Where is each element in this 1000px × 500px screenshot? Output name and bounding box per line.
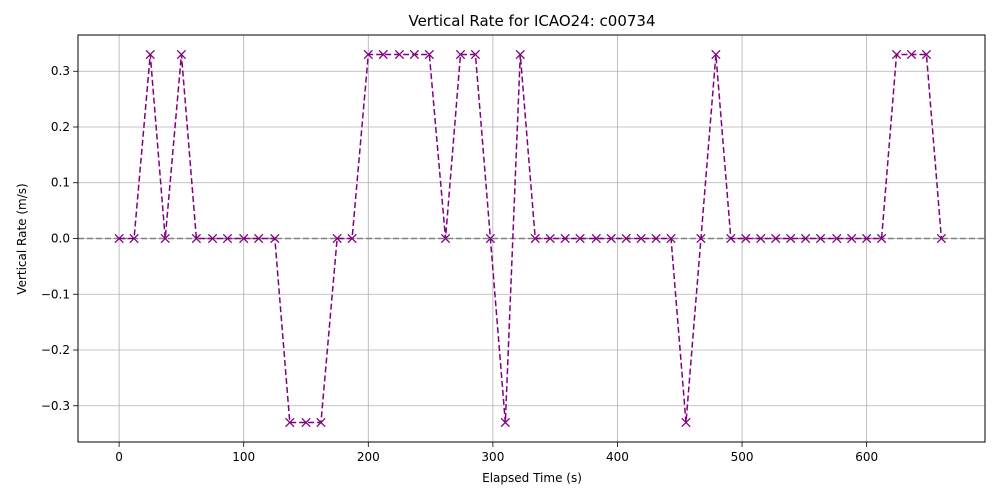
data-point-marker	[891, 49, 902, 60]
data-point-marker	[666, 233, 676, 244]
data-point-marker	[191, 233, 202, 244]
data-point-marker	[711, 49, 721, 60]
data-point-marker	[936, 233, 947, 244]
data-point-marker	[861, 233, 872, 244]
x-axis-label: Elapsed Time (s)	[482, 471, 582, 485]
data-point-marker	[129, 233, 139, 244]
data-point-marker	[253, 233, 264, 244]
y-tick-label: 0.0	[51, 232, 70, 246]
x-tick-label: 100	[232, 450, 255, 464]
data-point-marker	[285, 417, 295, 428]
y-tick-label: 0.2	[51, 120, 70, 134]
data-point-marker	[771, 233, 781, 244]
data-point-marker	[800, 233, 811, 244]
y-tick-label: −0.1	[41, 287, 70, 301]
data-point-marker	[332, 233, 342, 244]
data-point-marker	[651, 233, 661, 244]
data-point-marker	[621, 233, 631, 244]
y-tick-label: 0.1	[51, 176, 70, 190]
data-point-marker	[681, 417, 691, 428]
y-axis-label: Vertical Rate (m/s)	[15, 183, 29, 294]
data-point-marker	[515, 49, 525, 60]
data-point-marker	[409, 49, 420, 60]
data-point-marker	[876, 233, 887, 244]
data-point-marker	[316, 417, 326, 428]
data-point-marker	[440, 233, 451, 244]
data-point-marker	[378, 49, 388, 60]
x-axis-ticks: 0 100 200 300 400 500 600	[115, 442, 878, 464]
data-point-marker	[207, 233, 218, 244]
data-point-marker	[114, 233, 124, 244]
x-tick-label: 600	[855, 450, 878, 464]
x-tick-label: 300	[481, 450, 504, 464]
data-point-marker	[145, 49, 155, 60]
data-point-marker	[394, 49, 405, 60]
data-point-marker	[176, 49, 187, 60]
data-point-marker	[239, 233, 249, 244]
data-point-marker	[815, 233, 826, 244]
data-point-marker	[363, 49, 373, 60]
data-point-marker	[470, 49, 481, 60]
data-point-marker	[832, 233, 842, 244]
data-point-marker	[530, 233, 540, 244]
data-point-marker	[160, 233, 170, 244]
data-point-marker	[785, 233, 796, 244]
y-tick-label: −0.2	[41, 343, 70, 357]
data-point-marker	[921, 49, 932, 60]
data-point-marker	[424, 49, 434, 60]
data-point-marker	[545, 233, 555, 244]
chart-title: Vertical Rate for ICAO24: c00734	[408, 12, 655, 30]
data-points	[114, 49, 947, 428]
data-point-marker	[301, 417, 311, 428]
data-point-marker	[756, 233, 766, 244]
data-point-marker	[222, 233, 233, 244]
data-point-marker	[270, 233, 280, 244]
data-point-marker	[847, 233, 857, 244]
data-point-marker	[636, 233, 646, 244]
x-tick-label: 400	[606, 450, 629, 464]
data-point-marker	[696, 233, 706, 244]
data-point-marker	[741, 233, 751, 244]
data-point-marker	[726, 233, 736, 244]
data-point-marker	[500, 417, 510, 428]
y-axis-ticks: −0.3 −0.2 −0.1 0.0 0.1 0.2 0.3	[41, 64, 78, 413]
data-point-marker	[606, 233, 616, 244]
data-point-marker	[347, 233, 357, 244]
x-tick-label: 200	[357, 450, 380, 464]
data-point-marker	[591, 233, 601, 244]
data-point-marker	[575, 233, 585, 244]
data-point-marker	[485, 233, 496, 244]
y-tick-label: −0.3	[41, 399, 70, 413]
x-tick-label: 500	[731, 450, 754, 464]
y-tick-label: 0.3	[51, 64, 70, 78]
data-point-marker	[560, 233, 570, 244]
data-point-marker	[906, 49, 917, 60]
x-tick-label: 0	[115, 450, 123, 464]
data-point-marker	[455, 49, 466, 60]
